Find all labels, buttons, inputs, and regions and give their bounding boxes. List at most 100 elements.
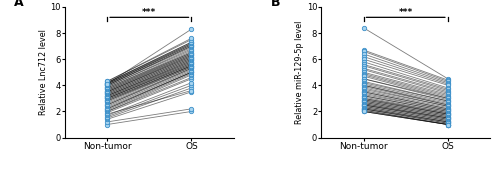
Point bbox=[188, 64, 196, 67]
Point bbox=[188, 77, 196, 80]
Point bbox=[360, 49, 368, 51]
Point bbox=[360, 26, 368, 29]
Point bbox=[444, 106, 452, 109]
Point bbox=[360, 97, 368, 100]
Point bbox=[103, 123, 111, 126]
Point bbox=[103, 110, 111, 113]
Point bbox=[360, 94, 368, 97]
Point bbox=[188, 62, 196, 64]
Point bbox=[360, 73, 368, 76]
Point bbox=[188, 64, 196, 67]
Point bbox=[444, 119, 452, 122]
Point bbox=[103, 97, 111, 100]
Point bbox=[444, 100, 452, 102]
Point bbox=[103, 109, 111, 111]
Point bbox=[360, 77, 368, 80]
Text: ***: *** bbox=[398, 8, 413, 17]
Point bbox=[360, 92, 368, 95]
Point bbox=[360, 110, 368, 113]
Point bbox=[444, 111, 452, 114]
Point bbox=[188, 43, 196, 46]
Point bbox=[444, 121, 452, 123]
Point bbox=[188, 90, 196, 93]
Point bbox=[444, 90, 452, 93]
Point bbox=[103, 102, 111, 105]
Point bbox=[188, 108, 196, 110]
Point bbox=[444, 79, 452, 82]
Point bbox=[188, 64, 196, 67]
Point bbox=[360, 83, 368, 85]
Point bbox=[360, 93, 368, 96]
Point bbox=[444, 118, 452, 121]
Point bbox=[188, 54, 196, 57]
Point bbox=[188, 45, 196, 47]
Point bbox=[188, 71, 196, 74]
Point bbox=[360, 98, 368, 101]
Point bbox=[188, 66, 196, 68]
Point bbox=[103, 106, 111, 109]
Point bbox=[103, 97, 111, 100]
Point bbox=[444, 122, 452, 125]
Point bbox=[444, 96, 452, 98]
Point bbox=[188, 43, 196, 46]
Point bbox=[444, 104, 452, 106]
Point bbox=[103, 115, 111, 118]
Point bbox=[360, 90, 368, 93]
Point bbox=[188, 41, 196, 44]
Point bbox=[103, 93, 111, 96]
Point bbox=[444, 117, 452, 119]
Point bbox=[360, 89, 368, 92]
Point bbox=[360, 101, 368, 104]
Point bbox=[188, 51, 196, 54]
Point bbox=[103, 94, 111, 97]
Point bbox=[360, 85, 368, 88]
Point bbox=[103, 108, 111, 110]
Point bbox=[360, 106, 368, 109]
Point bbox=[188, 37, 196, 40]
Point bbox=[360, 64, 368, 67]
Point bbox=[444, 105, 452, 108]
Point bbox=[360, 104, 368, 106]
Point bbox=[188, 62, 196, 64]
Point bbox=[444, 110, 452, 113]
Point bbox=[188, 55, 196, 58]
Point bbox=[360, 104, 368, 106]
Point bbox=[360, 109, 368, 111]
Point bbox=[360, 98, 368, 101]
Point bbox=[444, 108, 452, 110]
Point bbox=[103, 83, 111, 85]
Point bbox=[444, 123, 452, 126]
Point bbox=[188, 63, 196, 66]
Point bbox=[360, 94, 368, 97]
Point bbox=[444, 105, 452, 108]
Point bbox=[103, 93, 111, 96]
Point bbox=[360, 106, 368, 109]
Point bbox=[444, 121, 452, 123]
Point bbox=[360, 84, 368, 87]
Point bbox=[188, 81, 196, 84]
Point bbox=[444, 114, 452, 117]
Point bbox=[103, 113, 111, 115]
Point bbox=[444, 109, 452, 111]
Point bbox=[103, 80, 111, 83]
Point bbox=[444, 84, 452, 87]
Point bbox=[103, 89, 111, 92]
Point bbox=[444, 83, 452, 85]
Point bbox=[360, 75, 368, 78]
Point bbox=[360, 100, 368, 102]
Point bbox=[444, 77, 452, 80]
Point bbox=[444, 123, 452, 126]
Point bbox=[360, 108, 368, 110]
Point bbox=[360, 102, 368, 105]
Point bbox=[188, 50, 196, 53]
Point bbox=[360, 109, 368, 111]
Point bbox=[103, 92, 111, 95]
Point bbox=[444, 81, 452, 84]
Point bbox=[188, 28, 196, 30]
Point bbox=[103, 94, 111, 97]
Point bbox=[103, 97, 111, 100]
Point bbox=[360, 81, 368, 84]
Point bbox=[188, 59, 196, 62]
Point bbox=[360, 72, 368, 75]
Point bbox=[188, 42, 196, 45]
